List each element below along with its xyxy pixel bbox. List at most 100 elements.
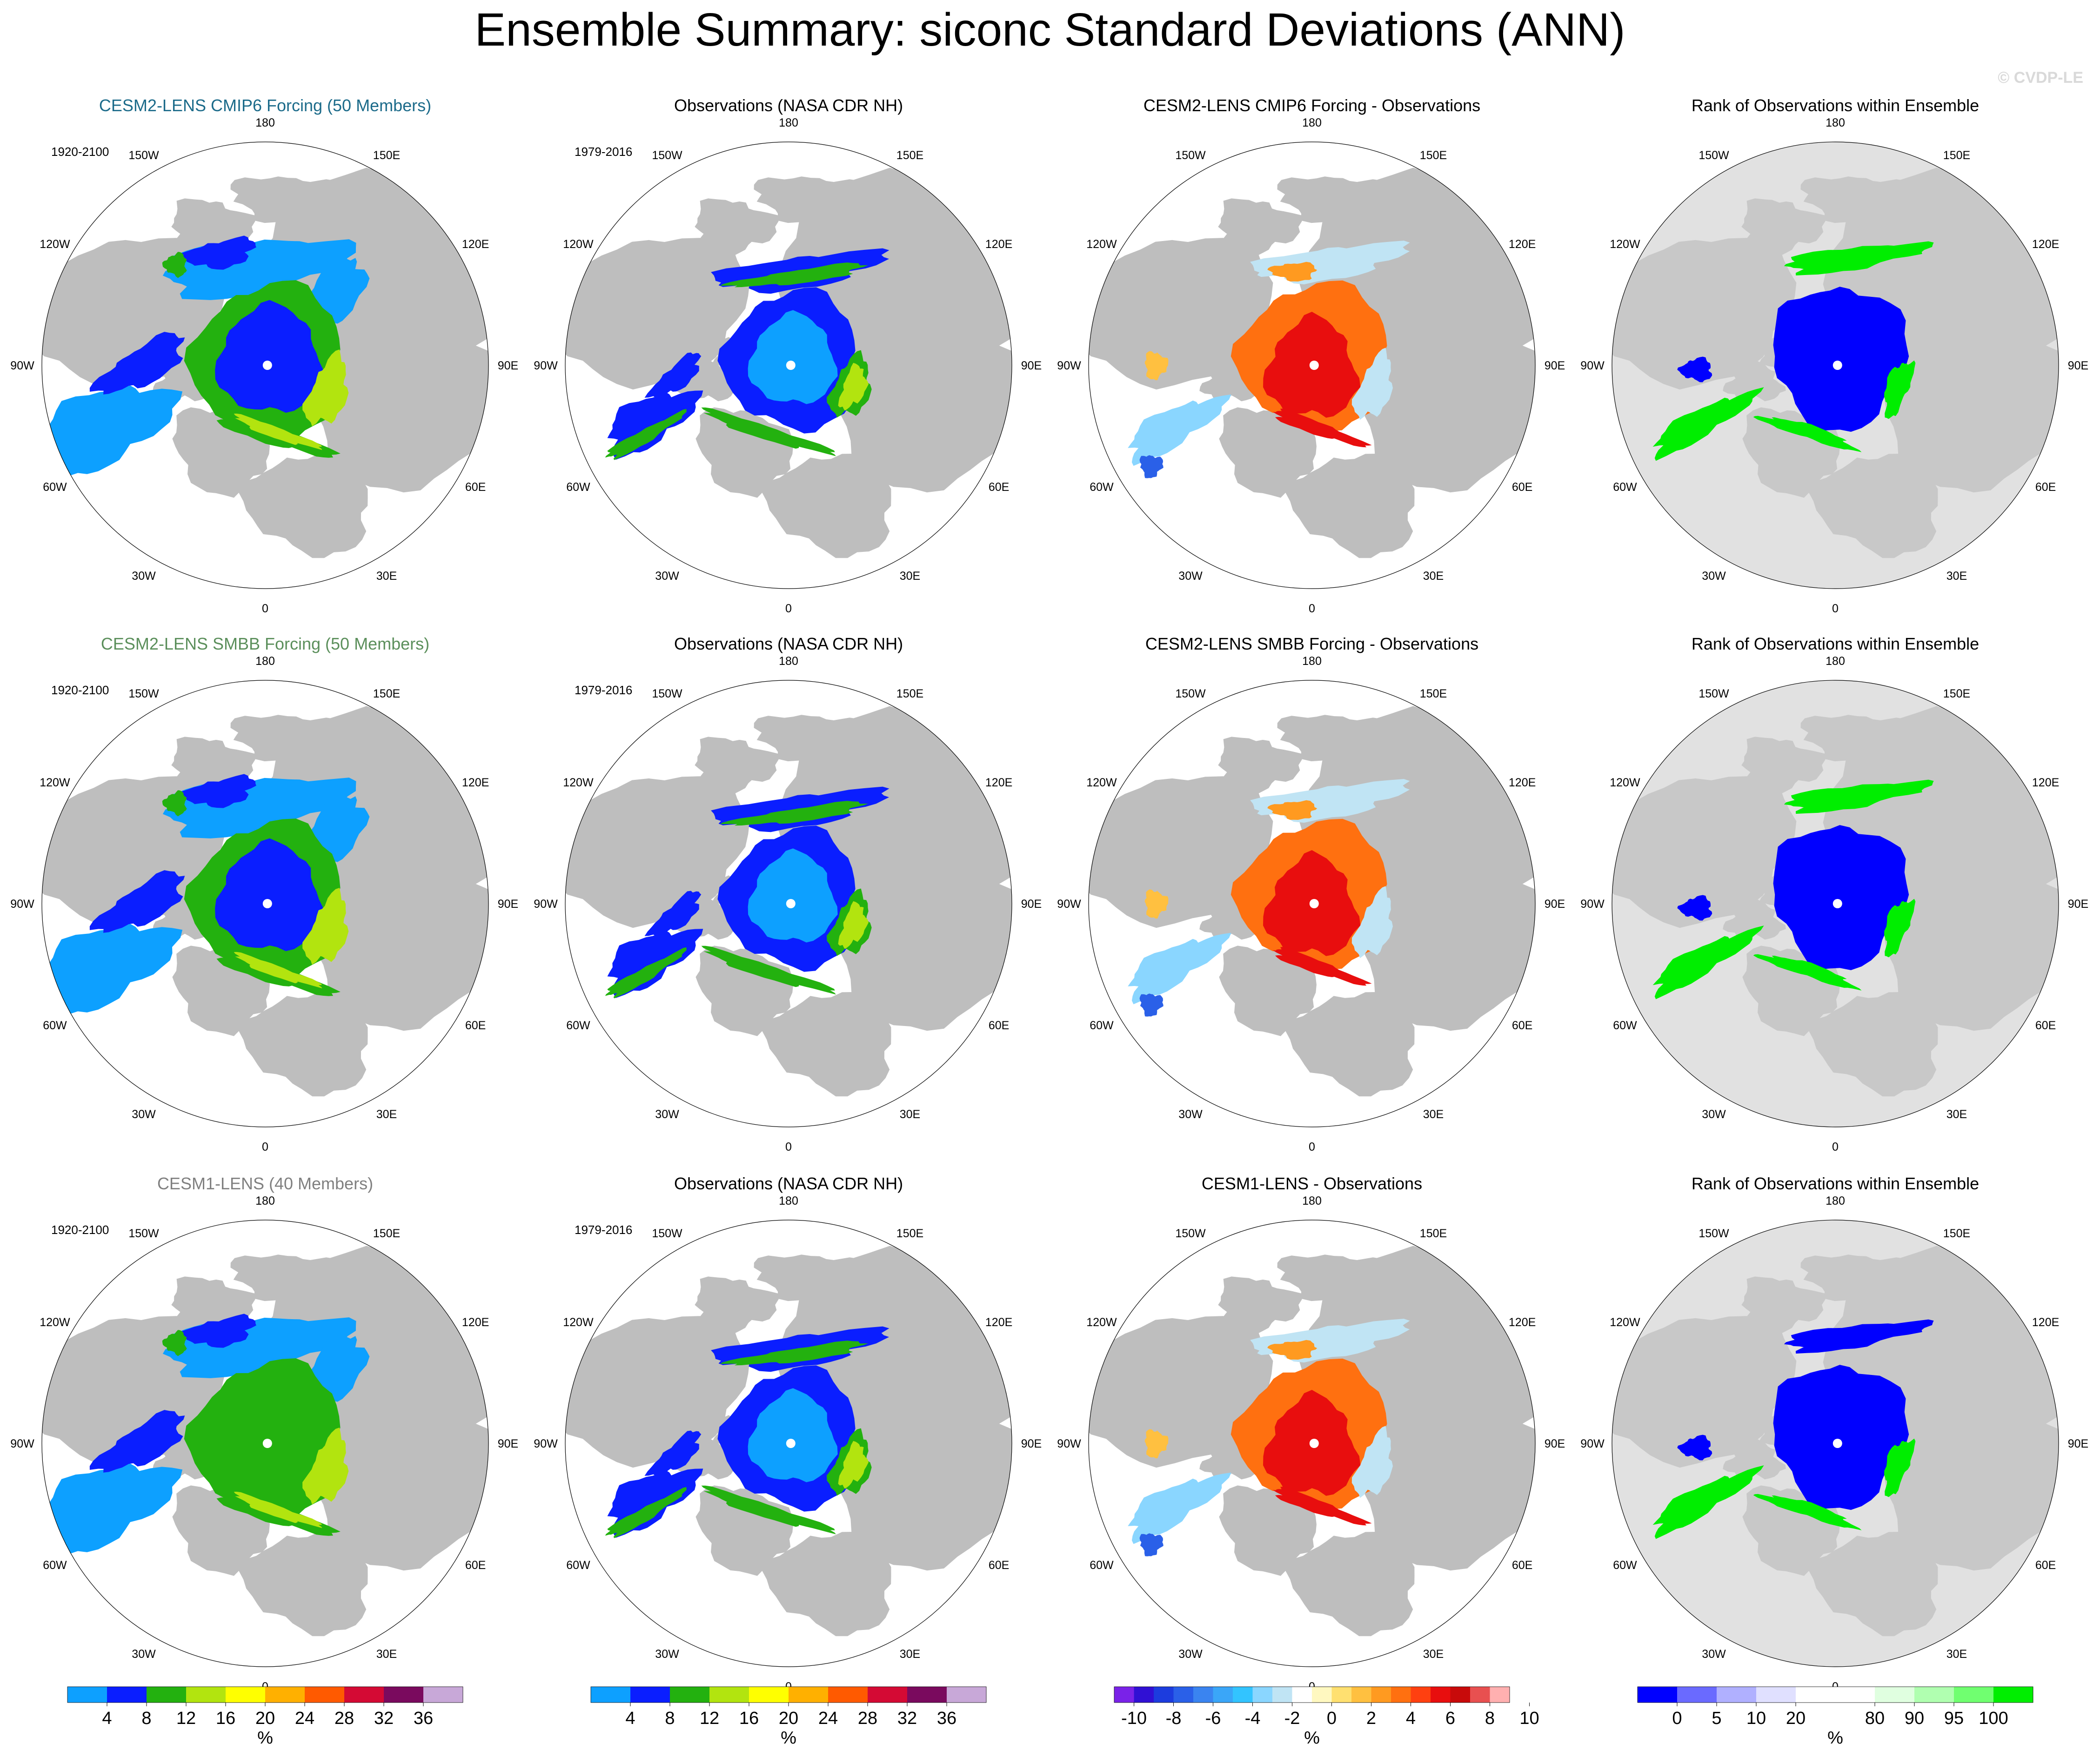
lon-label: 30W [1178, 1648, 1203, 1661]
colorbar-swatch [1154, 1687, 1174, 1703]
colorbar-swatch [1173, 1687, 1194, 1703]
lon-label: 180 [1826, 1194, 1845, 1207]
colorbar-sd: 4 8 12 16 20 24 28 32 36% [67, 1686, 463, 1748]
colorbar-swatch [1717, 1687, 1757, 1703]
colorbar-tick-label: 16 [216, 1709, 235, 1728]
land-mass [1277, 176, 1395, 223]
lon-label: 90E [1545, 898, 1565, 911]
lon-label: 120W [40, 1316, 70, 1329]
colorbar-swatch [1756, 1687, 1796, 1703]
land-mass [1881, 849, 2059, 1031]
lon-label: 60W [1090, 481, 1114, 494]
lon-label: 60E [465, 1019, 486, 1032]
map-border [565, 1220, 1012, 1667]
land-mass [1358, 310, 1535, 493]
lon-label: 60W [566, 1019, 590, 1032]
lon-label: 60E [465, 1559, 486, 1572]
map-panel: 180 150E 120E 90E 60E 30E 0 30W 60W 90W 120W 150W Ob… [534, 634, 1042, 1153]
colorbar-swatch [1490, 1687, 1510, 1703]
field-region [1652, 1465, 1764, 1539]
colorbar-swatch [1677, 1687, 1717, 1703]
lon-label: 30E [1423, 1648, 1444, 1661]
lon-label: 120E [1509, 238, 1536, 251]
map-panel: 180 150E 120E 90E 60E 30E 0 30W 60W 90W 120W 150W CE… [1057, 96, 1565, 615]
land-mass [695, 198, 779, 256]
field-region [1884, 360, 1916, 419]
field-region [1139, 993, 1164, 1017]
colorbar-swatch [1411, 1687, 1431, 1703]
panel-title: Observations (NASA CDR NH) [674, 96, 903, 115]
lon-label: 90E [498, 359, 518, 372]
lon-label: 150W [128, 687, 159, 700]
map-border [41, 141, 489, 589]
lon-label: 30W [132, 1108, 156, 1121]
colorbar-tick-label: -10 [1121, 1709, 1147, 1728]
map-panel: 180 150E 120E 90E 60E 30E 0 30W 60W 90W 120W 150W Ob… [534, 96, 1042, 615]
field-region [1773, 1365, 1909, 1510]
lon-label: 150W [1175, 687, 1206, 700]
colorbar-tick-label: 10 [1519, 1709, 1539, 1728]
panel-title: Rank of Observations within Ensemble [1692, 96, 1979, 115]
land-mass [238, 992, 368, 1097]
colorbar-tick-label: 28 [858, 1709, 877, 1728]
lon-label: 60E [2035, 1559, 2056, 1572]
lon-label: 120W [1610, 1316, 1640, 1329]
lon-label: 90W [1580, 359, 1605, 372]
colorbar-swatch [107, 1687, 147, 1703]
map-panel: 180 150E 120E 90E 60E 30E 0 30W 60W 90W 120W 150W Ra… [1580, 96, 2088, 615]
watermark: © CVDP-LE [1998, 69, 2083, 87]
colorbar-swatch [1875, 1687, 1915, 1703]
colorbar-swatch [1391, 1687, 1411, 1703]
lon-label: 0 [1309, 602, 1315, 615]
colorbar-swatch [186, 1687, 226, 1703]
field-region [1652, 387, 1764, 461]
lon-label: 150W [1175, 1227, 1206, 1240]
lon-label: 60W [566, 481, 590, 494]
colorbar-diff: -10 -8 -6 -4 -2 0 2 4 6 8 10% [1114, 1686, 1539, 1748]
lon-label: 30W [1702, 1648, 1726, 1661]
field-region [162, 790, 187, 817]
lon-label: 120W [1086, 238, 1117, 251]
colorbar-tick-label: 95 [1944, 1709, 1964, 1728]
colorbar-swatch [749, 1687, 789, 1703]
field-region [234, 413, 322, 450]
lon-label: 180 [779, 655, 798, 668]
field-region [176, 235, 256, 270]
land-mass [1218, 737, 1303, 795]
lon-label: 60W [43, 481, 67, 494]
colorbar-tick-label: 16 [739, 1709, 759, 1728]
field-region [1139, 455, 1164, 478]
field-region [176, 774, 256, 808]
field-region [42, 385, 183, 480]
lon-label: 180 [1302, 116, 1322, 129]
field-region [701, 1485, 836, 1535]
field-region [1351, 348, 1393, 420]
colorbar-tick-label: 20 [1786, 1709, 1806, 1728]
lon-label: 120E [462, 776, 489, 789]
colorbar-tick-label: 0 [1327, 1709, 1337, 1728]
lon-label: 150W [652, 687, 682, 700]
lon-label: 0 [262, 1140, 268, 1153]
colorbar-tick-label: -6 [1205, 1709, 1221, 1728]
lon-label: 90E [2068, 898, 2088, 911]
field-region [1753, 416, 1862, 452]
lon-label: 60W [1613, 1559, 1637, 1572]
period-label: 1920-2100 [51, 683, 109, 697]
lon-label: 150E [373, 149, 400, 162]
lon-label: 30E [1946, 570, 1967, 583]
field-region [1784, 779, 1934, 814]
field-region [1677, 895, 1712, 921]
colorbar-swatch [384, 1687, 424, 1703]
lon-label: 150W [1699, 1227, 1729, 1240]
field-region [162, 252, 187, 278]
map-border [1088, 680, 1536, 1127]
map-panel: 180 150E 120E 90E 60E 30E 0 30W 60W 90W 120W 150W CE… [10, 634, 518, 1153]
field-region [1773, 825, 1909, 970]
field-region [1753, 954, 1862, 991]
panel-title: Rank of Observations within Ensemble [1692, 1174, 1979, 1193]
lon-label: 0 [1832, 602, 1839, 615]
lon-label: 150E [896, 687, 923, 700]
colorbar-tick-label: 36 [414, 1709, 433, 1728]
pole-mark [262, 361, 272, 370]
